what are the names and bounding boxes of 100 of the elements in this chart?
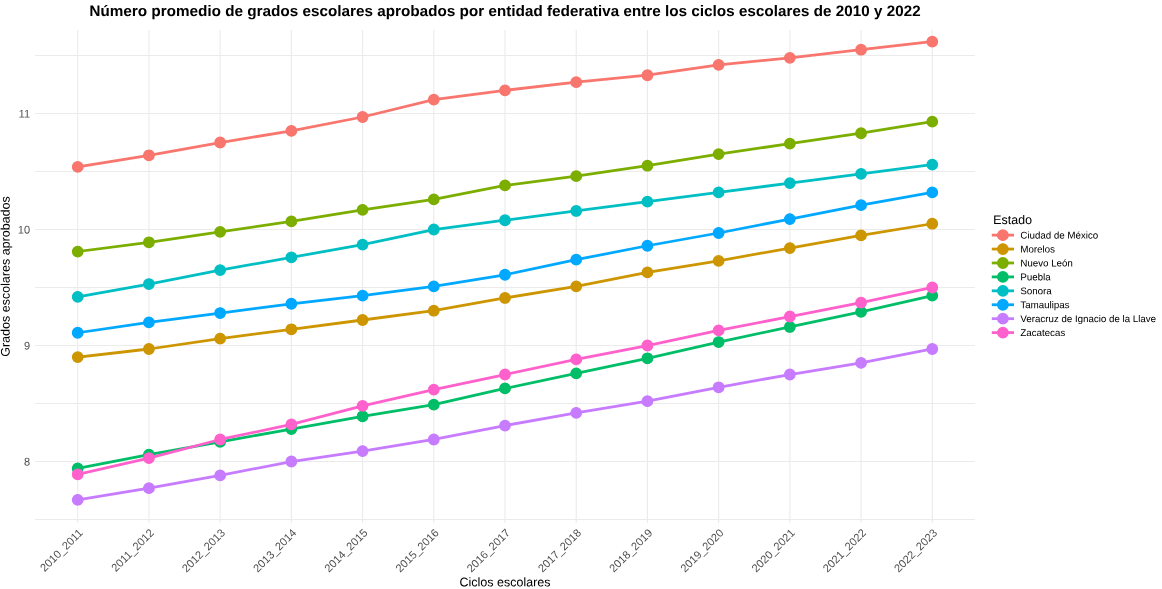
point: [143, 482, 155, 495]
point: [356, 111, 369, 123]
point: [499, 368, 511, 381]
point: [214, 225, 227, 238]
point: [783, 137, 796, 150]
point: [427, 304, 440, 317]
point: [71, 160, 84, 173]
point: [712, 254, 725, 267]
y-tick-label: 9: [24, 341, 30, 350]
point: [427, 433, 440, 446]
point: [499, 292, 511, 304]
point: [356, 445, 369, 457]
point: [641, 266, 654, 279]
point: [570, 367, 583, 380]
point: [570, 406, 583, 419]
point: [855, 229, 867, 242]
point: [214, 332, 227, 345]
point: [143, 316, 155, 329]
legend-label: Zacatecas: [1020, 329, 1065, 337]
point: [71, 468, 84, 481]
point: [499, 268, 511, 281]
y-tick-label: 11: [19, 109, 30, 118]
point: [214, 469, 227, 482]
point: [214, 136, 227, 149]
point: [570, 170, 583, 183]
point: [285, 455, 298, 468]
point: [285, 418, 298, 431]
point: [356, 238, 369, 251]
point: [143, 149, 155, 162]
point: [285, 215, 298, 228]
y-tick-label: 8: [24, 457, 30, 466]
point: [71, 351, 84, 364]
point: [143, 278, 155, 290]
point: [641, 69, 654, 82]
point: [926, 186, 939, 199]
point: [641, 159, 654, 172]
point: [427, 93, 440, 106]
point: [356, 314, 369, 326]
point: [356, 289, 369, 302]
legend-title: Estado: [994, 214, 1032, 225]
legend-label: Veracruz de Ignacio de la Llave: [1020, 315, 1156, 325]
point: [427, 223, 440, 236]
point: [285, 251, 298, 264]
point: [855, 357, 867, 369]
point: [783, 368, 796, 381]
point: [499, 419, 511, 432]
point: [285, 125, 298, 137]
point: [855, 167, 867, 180]
point: [855, 127, 867, 140]
point: [499, 382, 511, 395]
point: [570, 76, 583, 89]
point: [356, 410, 369, 423]
point: [71, 326, 84, 339]
point: [143, 343, 155, 355]
x-axis-title: Ciclos escolares: [460, 577, 551, 587]
point: [641, 352, 654, 365]
point: [570, 205, 583, 217]
point: [71, 245, 84, 258]
point: [499, 84, 511, 97]
point: [712, 324, 725, 337]
point: [712, 381, 725, 394]
point: [855, 199, 867, 212]
legend-label: Nuevo León: [1021, 259, 1073, 267]
y-axis-title: Grados escolares aprobados: [0, 196, 13, 357]
point: [712, 227, 725, 239]
point: [285, 323, 298, 336]
point: [855, 43, 867, 56]
point: [427, 398, 440, 411]
point: [926, 217, 939, 230]
point: [926, 281, 939, 294]
point: [783, 177, 796, 190]
point: [712, 148, 725, 161]
point: [427, 280, 440, 293]
point: [712, 58, 725, 71]
point: [641, 239, 654, 252]
point: [783, 242, 796, 254]
point: [783, 321, 796, 333]
point: [570, 353, 583, 366]
point: [499, 179, 511, 192]
legend-label: Morelos: [1021, 245, 1055, 253]
legend-label: Sonora: [1020, 287, 1052, 295]
point: [143, 452, 155, 464]
legend-label: Tamaulipas: [1020, 301, 1070, 311]
point: [71, 290, 84, 303]
point: [641, 395, 654, 408]
point: [926, 35, 939, 48]
point: [214, 307, 227, 319]
point: [570, 253, 583, 266]
point: [926, 115, 939, 128]
point: [214, 264, 227, 277]
point: [712, 186, 725, 199]
point: [926, 158, 939, 171]
point: [712, 336, 725, 348]
point: [356, 399, 369, 412]
point: [641, 195, 654, 208]
point: [285, 297, 298, 310]
point: [855, 296, 867, 309]
point: [926, 343, 939, 355]
point: [641, 339, 654, 352]
legend-label: Puebla: [1021, 273, 1051, 281]
